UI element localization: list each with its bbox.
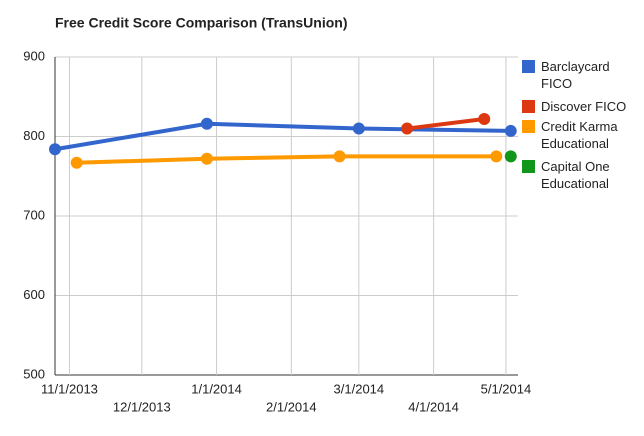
y-tick-label: 600 (23, 287, 45, 302)
data-point (352, 122, 365, 135)
y-tick-label: 800 (23, 128, 45, 143)
legend-label: Barclaycard FICO (541, 59, 610, 91)
x-tick-label: 4/1/2014 (408, 399, 459, 414)
series-line (54, 121, 511, 152)
x-tick-label: 12/1/2013 (113, 399, 171, 414)
data-point (504, 124, 517, 137)
y-tick-label: 700 (23, 207, 45, 222)
legend-label: Capital One Educational (541, 159, 610, 191)
y-tick-label: 900 (23, 48, 45, 63)
data-point (401, 122, 414, 135)
data-point (490, 150, 503, 163)
chart-title: Free Credit Score Comparison (TransUnion… (55, 15, 348, 31)
data-point (200, 117, 213, 130)
series-line (76, 154, 497, 165)
legend-swatch (522, 160, 535, 173)
x-tick-label: 2/1/2014 (266, 399, 317, 414)
data-point (70, 156, 83, 169)
y-tick-label: 500 (23, 366, 45, 381)
legend-label: Credit Karma Educational (541, 119, 618, 151)
data-point (49, 143, 61, 156)
data-point (478, 113, 491, 126)
x-tick-label: 3/1/2014 (334, 381, 385, 396)
legend-swatch (522, 60, 535, 73)
legend-label: Discover FICO (541, 99, 627, 114)
legend-swatch (522, 120, 535, 133)
legend-swatch (522, 100, 535, 113)
data-point (504, 150, 517, 163)
data-point (333, 150, 346, 163)
x-tick-label: 1/1/2014 (191, 381, 242, 396)
series-line (406, 117, 485, 131)
data-point (200, 152, 213, 165)
x-tick-label: 11/1/2013 (41, 381, 98, 396)
x-tick-label: 5/1/2014 (481, 381, 532, 396)
